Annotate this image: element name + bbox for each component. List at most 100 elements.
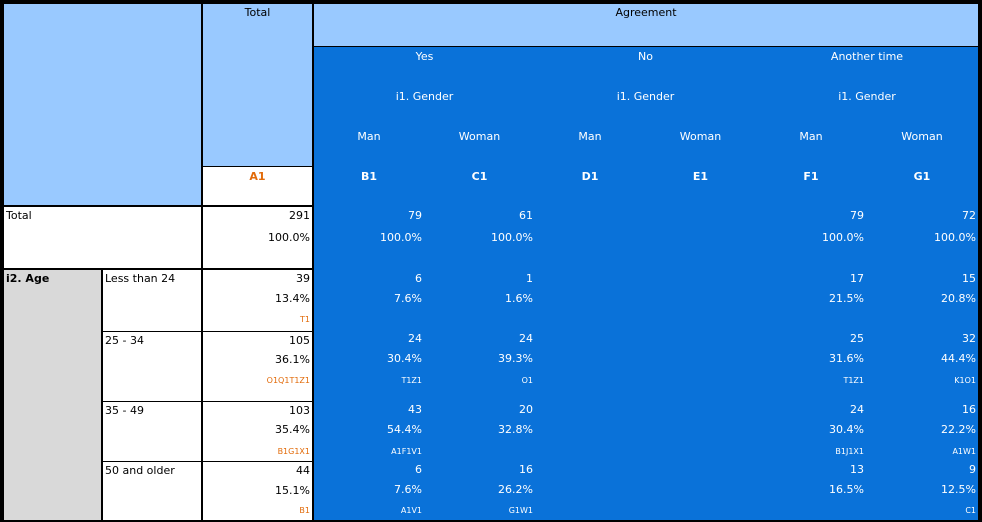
gender-label: Woman [458, 130, 501, 143]
group-label-another-time: Another time [830, 50, 904, 63]
cell-count: 13 [850, 463, 864, 476]
age-band-label: Less than 24 [105, 272, 176, 285]
total-pct: 35.4% [275, 423, 310, 436]
gender-label: Man [799, 130, 823, 143]
age-band-label: 25 - 34 [105, 334, 144, 347]
group-sub-label: i1. Gender [616, 90, 675, 103]
corner-header-cell [4, 4, 201, 205]
column-code: D1 [581, 170, 599, 183]
cell-count: 1 [526, 272, 533, 285]
cell-pct: 26.2% [498, 483, 533, 496]
total-code-cell: A1 [203, 167, 312, 205]
cell-count: 61 [519, 209, 533, 222]
gender-label: Woman [679, 130, 722, 143]
total-pct: 15.1% [275, 484, 310, 497]
cell-pct: 30.4% [829, 423, 864, 436]
column-code: B1 [360, 170, 378, 183]
total-column-cell: 291 100.0% [203, 207, 312, 268]
sig-letters: A1F1V1 [391, 447, 422, 456]
total-column-cell: 103 35.4% B1G1X1 [203, 402, 312, 461]
sig-letters: T1Z1 [843, 376, 864, 385]
sig-letters: A1V1 [400, 506, 422, 515]
cell-pct: 100.0% [822, 231, 864, 244]
sig-letters: O1Q1T1Z1 [266, 376, 310, 385]
age-band-cell: 50 and older [103, 462, 201, 520]
cell-count: 6 [415, 463, 422, 476]
total-pct: 100.0% [268, 231, 310, 244]
total-column-cell: 39 13.4% T1 [203, 270, 312, 331]
total-count: 44 [296, 464, 310, 477]
total-header-label: Total [244, 6, 271, 19]
age-band-label: 35 - 49 [105, 404, 144, 417]
cell-count: 24 [850, 403, 864, 416]
cell-pct: 1.6% [505, 292, 533, 305]
sig-letters: B1 [299, 506, 310, 515]
total-row-label-cell: Total [4, 207, 201, 268]
cell-count: 9 [969, 463, 976, 476]
cell-count: 79 [850, 209, 864, 222]
total-count: 291 [289, 209, 310, 222]
data-block: Yes No Another time i1. Gender i1. Gende… [314, 47, 978, 520]
cell-pct: 20.8% [941, 292, 976, 305]
cell-count: 24 [519, 332, 533, 345]
gender-label: Man [578, 130, 602, 143]
cell-pct: 30.4% [387, 352, 422, 365]
cell-pct: 54.4% [387, 423, 422, 436]
gender-label: Man [357, 130, 381, 143]
sig-letters: T1 [300, 315, 310, 324]
cell-pct: 39.3% [498, 352, 533, 365]
total-count: 39 [296, 272, 310, 285]
total-column-cell: 44 15.1% B1 [203, 462, 312, 520]
cell-count: 15 [962, 272, 976, 285]
total-pct: 36.1% [275, 353, 310, 366]
cell-count: 79 [408, 209, 422, 222]
cell-pct: 100.0% [380, 231, 422, 244]
cell-pct: 32.8% [498, 423, 533, 436]
group-sub-label: i1. Gender [395, 90, 454, 103]
total-count: 103 [289, 404, 310, 417]
group-label-yes: Yes [415, 50, 434, 63]
age-band-cell: Less than 24 [103, 270, 201, 331]
cell-count: 32 [962, 332, 976, 345]
cell-pct: 31.6% [829, 352, 864, 365]
sig-letters: C1 [965, 506, 976, 515]
age-band-cell: 25 - 34 [103, 332, 201, 401]
cell-pct: 12.5% [941, 483, 976, 496]
cell-count: 16 [519, 463, 533, 476]
cell-pct: 21.5% [829, 292, 864, 305]
cell-count: 6 [415, 272, 422, 285]
cell-count: 20 [519, 403, 533, 416]
sig-letters: B1G1X1 [277, 447, 310, 456]
group-sub-label: i1. Gender [838, 90, 896, 103]
age-label-cell: i2. Age [4, 270, 101, 520]
total-pct: 13.4% [275, 292, 310, 305]
sig-letters: B1J1X1 [835, 447, 864, 456]
cell-count: 72 [962, 209, 976, 222]
cell-pct: 100.0% [491, 231, 533, 244]
sig-letters: A1W1 [952, 447, 976, 456]
sig-letters: O1 [521, 376, 533, 385]
total-column-cell: 105 36.1% O1Q1T1Z1 [203, 332, 312, 401]
cell-pct: 16.5% [829, 483, 864, 496]
cell-count: 25 [850, 332, 864, 345]
cell-pct: 44.4% [941, 352, 976, 365]
column-code: G1 [913, 170, 931, 183]
agreement-header-cell: Agreement [314, 4, 978, 46]
agreement-label: Agreement [615, 6, 677, 19]
cell-pct: 7.6% [394, 292, 422, 305]
age-band-cell: 35 - 49 [103, 402, 201, 461]
group-label-no: No [638, 50, 653, 63]
sig-letters: G1W1 [508, 506, 533, 515]
column-code: F1 [803, 170, 819, 183]
cell-count: 16 [962, 403, 976, 416]
total-count: 105 [289, 334, 310, 347]
column-code: E1 [692, 170, 709, 183]
total-code: A1 [249, 170, 266, 183]
cell-pct: 7.6% [394, 483, 422, 496]
cell-pct: 100.0% [934, 231, 976, 244]
total-header-cell: Total [203, 4, 312, 166]
sig-letters: T1Z1 [401, 376, 422, 385]
age-band-label: 50 and older [105, 464, 175, 477]
age-label: i2. Age [6, 272, 50, 285]
cell-count: 24 [408, 332, 422, 345]
